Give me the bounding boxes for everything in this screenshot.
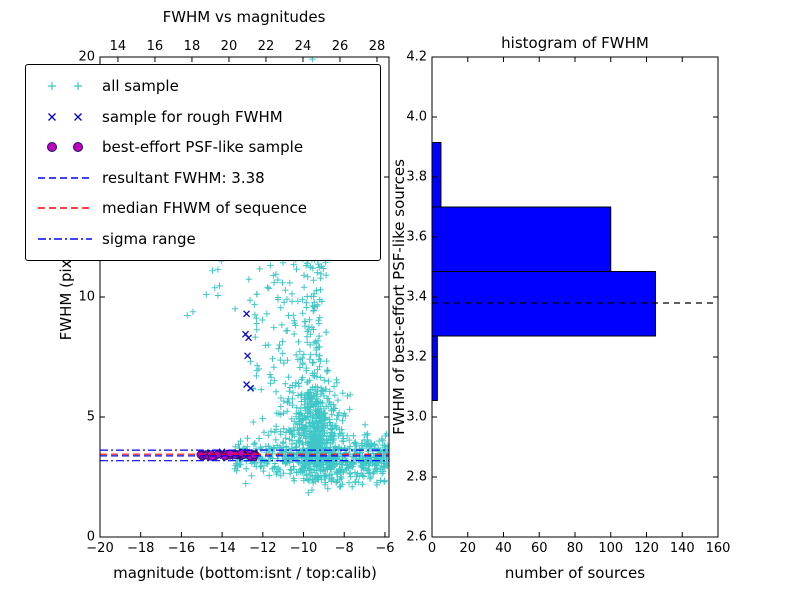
legend-item-dashdot: sigma range bbox=[36, 224, 370, 255]
right-ytick-label: 3.8 bbox=[406, 169, 427, 185]
dashdot-marker-icon bbox=[38, 238, 92, 240]
right-xtick-label: 20 bbox=[459, 541, 477, 556]
legend-item-label: median FHWM of sequence bbox=[102, 199, 307, 218]
right-yaxis-label: FWHM of best-effort PSF-like sources bbox=[390, 159, 408, 435]
legend-item-dashed: median FHWM of sequence bbox=[36, 193, 370, 224]
legend-item-label: sample for rough FWHM bbox=[102, 107, 283, 126]
right-xtick-label: 60 bbox=[530, 541, 548, 556]
left-top-xtick-label: 22 bbox=[257, 39, 275, 54]
legend-item-x: sample for rough FWHM bbox=[36, 102, 370, 133]
right-ytick-label: 4.0 bbox=[406, 109, 427, 125]
right-xtick-label: 140 bbox=[669, 541, 695, 556]
right-ytick-label: 3.6 bbox=[406, 229, 427, 245]
right-xtick-label: 100 bbox=[598, 541, 624, 556]
right-ytick-label: 3.4 bbox=[406, 289, 427, 305]
right-chart-title: histogram of FWHM bbox=[501, 34, 649, 52]
left-yaxis-label: FWHM (pix) bbox=[57, 253, 75, 341]
left-top-xtick-label: 24 bbox=[294, 39, 312, 54]
right-xtick-label: 40 bbox=[495, 541, 512, 556]
right-xaxis-label: number of sources bbox=[504, 564, 646, 582]
left-ytick-label: 10 bbox=[78, 289, 95, 305]
legend: all sample sample for rough FWHM best-effo… bbox=[25, 64, 381, 261]
plus-marker-icon bbox=[48, 82, 82, 91]
left-xtick-label: −6 bbox=[375, 541, 395, 556]
dashed-marker-icon bbox=[38, 207, 92, 209]
left-ytick-label: 5 bbox=[86, 409, 95, 425]
right-ytick-label: 2.6 bbox=[406, 529, 427, 545]
legend-item-plus: all sample bbox=[36, 71, 370, 102]
right-ytick-label: 2.8 bbox=[406, 469, 427, 485]
left-xtick-label: −20 bbox=[86, 541, 114, 556]
left-xaxis-label: magnitude (bottom:isnt / top:calib) bbox=[113, 564, 377, 582]
histogram-bar bbox=[431, 271, 656, 337]
right-xtick-label: 120 bbox=[634, 541, 659, 556]
left-top-xtick-label: 20 bbox=[220, 39, 238, 54]
left-top-xtick-label: 14 bbox=[109, 39, 127, 54]
left-xtick-label: −8 bbox=[334, 541, 354, 556]
left-top-xtick-label: 26 bbox=[331, 39, 349, 54]
right-ytick-label: 3.0 bbox=[406, 409, 427, 425]
legend-item-label: best-effort PSF-like sample bbox=[102, 138, 304, 157]
dashed-marker-icon bbox=[38, 177, 92, 179]
right-ytick-label: 4.2 bbox=[406, 49, 427, 65]
right-xtick-label: 80 bbox=[566, 541, 584, 556]
left-xtick-label: −16 bbox=[167, 541, 196, 556]
left-ytick-label: 20 bbox=[78, 49, 95, 65]
left-top-xtick-label: 18 bbox=[183, 39, 201, 54]
legend-item-label: all sample bbox=[102, 77, 179, 96]
left-top-xtick-label: 28 bbox=[368, 39, 386, 54]
right-xtick-label: 0 bbox=[427, 541, 437, 556]
right-ytick-label: 3.2 bbox=[406, 349, 427, 365]
left-xtick-label: −18 bbox=[126, 541, 155, 556]
histogram-bar bbox=[431, 142, 442, 208]
left-top-xtick-label: 16 bbox=[146, 39, 164, 54]
left-xtick-label: −10 bbox=[289, 541, 318, 556]
legend-item-circle: best-effort PSF-like sample bbox=[36, 132, 370, 163]
left-xtick-label: −14 bbox=[208, 541, 236, 556]
legend-item-label: sigma range bbox=[102, 229, 196, 248]
circle-marker-icon bbox=[47, 142, 83, 153]
histogram-bar bbox=[431, 206, 612, 272]
right-xtick-label: 160 bbox=[705, 541, 731, 556]
left-xtick-label: −12 bbox=[249, 541, 277, 556]
legend-item-label: resultant FWHM: 3.38 bbox=[102, 168, 265, 187]
histogram-bar bbox=[431, 335, 438, 401]
x-marker-icon bbox=[48, 112, 82, 121]
legend-item-dashed: resultant FWHM: 3.38 bbox=[36, 163, 370, 194]
left-chart-title: FWHM vs magnitudes bbox=[162, 8, 326, 26]
left-ytick-label: 0 bbox=[86, 529, 95, 545]
